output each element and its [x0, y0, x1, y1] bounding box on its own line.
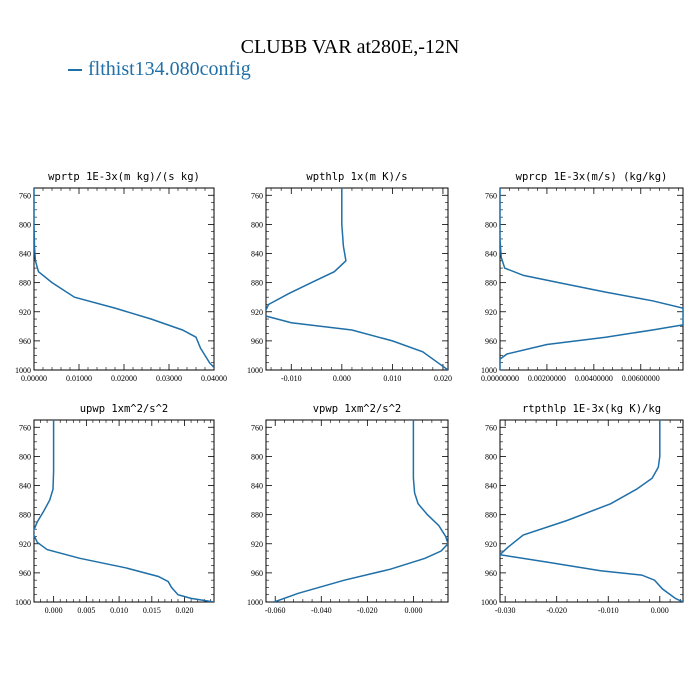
y-tick-label: 920 — [251, 308, 263, 317]
y-tick-label: 760 — [485, 423, 497, 432]
y-tick-label: 920 — [251, 540, 263, 549]
plot-frame — [499, 419, 684, 603]
x-tick-label: -0.010 — [281, 374, 302, 383]
y-tick-label: 760 — [19, 423, 31, 432]
x-tick-label: 0.00400000 — [575, 374, 613, 383]
y-tick-label: 800 — [485, 220, 497, 229]
y-tick-label: 800 — [19, 452, 31, 461]
y-tick-label: 840 — [485, 482, 497, 491]
subplot-title: upwp 1xm^2/s^2 — [80, 403, 169, 415]
x-tick-label: 0.000 — [651, 606, 669, 615]
subplot-3: wprcp 1E-3x(m/s) (kg/kg) 760 800 840 880 920 9… — [481, 171, 684, 383]
y-tick-label: 800 — [485, 452, 497, 461]
y-tick-label: 840 — [19, 250, 31, 259]
y-tick-label: 840 — [485, 250, 497, 259]
y-tick-label: 880 — [251, 511, 263, 520]
x-tick-label: -0.020 — [357, 606, 378, 615]
y-tick-label: 800 — [19, 220, 31, 229]
legend-line-swatch — [68, 68, 82, 71]
y-tick-label: 760 — [251, 423, 263, 432]
y-tick-label: 800 — [251, 452, 263, 461]
y-tick-label: 920 — [485, 540, 497, 549]
y-tick-label: 960 — [19, 569, 31, 578]
series-line — [34, 188, 214, 369]
x-tick-label: 0.020 — [434, 374, 452, 383]
subplot-4: upwp 1xm^2/s^2 760 800 840 880 920 960 1000 0.00… — [15, 403, 215, 615]
x-tick-label: -0.010 — [598, 606, 619, 615]
subplot-title: wprtp 1E-3x(m kg)/(s kg) — [48, 171, 200, 183]
y-tick-label: 960 — [19, 337, 31, 346]
x-tick-label: 0.00000000 — [481, 374, 519, 383]
subplot-2: wpthlp 1x(m K)/s 760 800 840 880 920 960 1000 -0… — [247, 171, 452, 383]
x-tick-label: -0.020 — [546, 606, 567, 615]
subplot-title: vpwp 1xm^2/s^2 — [313, 403, 402, 415]
y-tick-label: 960 — [251, 569, 263, 578]
subplot-title: wpthlp 1x(m K)/s — [306, 171, 407, 183]
y-tick-label: 1000 — [247, 366, 263, 375]
plot-frame — [265, 187, 449, 371]
y-tick-label: 880 — [485, 511, 497, 520]
x-tick-label: -0.060 — [265, 606, 286, 615]
y-tick-label: 920 — [19, 308, 31, 317]
x-tick-label: 0.000 — [45, 606, 63, 615]
subplot-title: rtpthlp 1E-3x(kg K)/kg — [522, 403, 661, 415]
subplot-5: vpwp 1xm^2/s^27608008408809209601000-0.0… — [247, 403, 449, 615]
x-tick-label: 0.005 — [77, 606, 95, 615]
x-tick-label: 0.04000 — [201, 374, 227, 383]
y-tick-label: 760 — [485, 191, 497, 200]
x-tick-label: -0.040 — [311, 606, 332, 615]
subplot-6: rtpthlp 1E-3x(kg K)/kg 760 800 840 880 920 960… — [481, 403, 684, 615]
subplot-title: wprcp 1E-3x(m/s) (kg/kg) — [516, 171, 668, 183]
figure-title: CLUBB VAR at280E,-12N — [240, 36, 460, 58]
x-tick-label: 0.000 — [333, 374, 351, 383]
x-tick-label: 0.010 — [383, 374, 401, 383]
y-tick-label: 1000 — [15, 366, 31, 375]
series-line — [500, 420, 683, 602]
x-tick-label: 0.00200000 — [528, 374, 566, 383]
x-tick-label: 0.01000 — [66, 374, 92, 383]
series-line — [273, 420, 448, 602]
y-tick-label: 960 — [251, 337, 263, 346]
x-tick-label: 0.00000 — [21, 374, 47, 383]
y-tick-label: 1000 — [481, 366, 497, 375]
y-tick-label: 880 — [251, 279, 263, 288]
y-tick-label: 920 — [19, 540, 31, 549]
y-tick-label: 760 — [251, 191, 263, 200]
y-tick-label: 840 — [251, 482, 263, 491]
series-line — [500, 188, 683, 370]
subplot-1: wprtp 1E-3x(m kg)/(s kg) 760 800 840 880 920 9… — [15, 171, 227, 383]
legend-label: flthist134.080config — [88, 58, 251, 80]
plot-frame — [265, 419, 449, 603]
y-tick-label: 1000 — [481, 598, 497, 607]
y-tick-label: 760 — [19, 191, 31, 200]
plot-frame — [33, 419, 215, 603]
x-tick-label: 0.00600000 — [622, 374, 660, 383]
y-tick-label: 880 — [485, 279, 497, 288]
x-tick-label: 0.000 — [404, 606, 422, 615]
y-tick-label: 840 — [19, 482, 31, 491]
x-tick-label: 0.020 — [176, 606, 194, 615]
legend: flthist134.080config — [68, 58, 251, 81]
y-tick-label: 840 — [251, 250, 263, 259]
x-tick-label: -0.030 — [495, 606, 516, 615]
plot-frame — [33, 187, 215, 371]
y-tick-label: 1000 — [247, 598, 263, 607]
x-tick-label: 0.03000 — [156, 374, 182, 383]
y-tick-label: 920 — [485, 308, 497, 317]
x-tick-label: 0.010 — [110, 606, 128, 615]
y-tick-label: 800 — [251, 220, 263, 229]
y-tick-label: 1000 — [15, 598, 31, 607]
y-tick-label: 880 — [19, 511, 31, 520]
x-tick-label: 0.02000 — [111, 374, 137, 383]
series-line — [34, 420, 214, 602]
y-tick-label: 960 — [485, 569, 497, 578]
x-tick-label: 0.015 — [143, 606, 161, 615]
y-tick-label: 960 — [485, 337, 497, 346]
series-line — [266, 188, 448, 370]
y-tick-label: 880 — [19, 279, 31, 288]
plot-frame — [499, 187, 684, 371]
